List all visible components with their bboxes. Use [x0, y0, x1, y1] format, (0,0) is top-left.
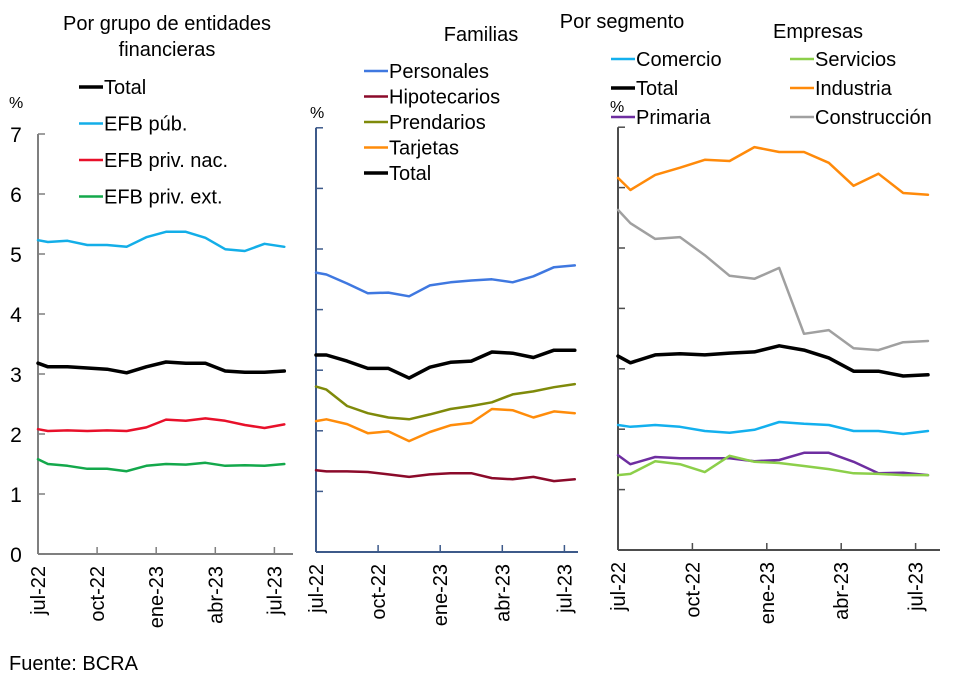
legend-item-construccion-3: Construcción: [790, 107, 932, 129]
legend-label: Total: [104, 77, 146, 99]
x-tick-label: jul-22: [306, 564, 328, 614]
y-tick-label: 6: [10, 184, 22, 207]
x-tick-label: abr-23: [492, 564, 514, 622]
legend-item-efb-pub-1: EFB púb.: [79, 114, 187, 136]
legend-label: Primaria: [636, 107, 711, 129]
legend-label: EFB púb.: [104, 114, 187, 136]
source-note: Fuente: BCRA: [9, 653, 139, 675]
y-tick-label: 0: [10, 544, 22, 567]
panel-entidades: 0 1 2 3 4 5 6 7 jul-22 oct-22 ene-23 abr-23 jul-23: [10, 124, 293, 628]
panel1-ylabel: %: [9, 95, 23, 112]
series-line-total: [36, 360, 287, 375]
x-tick-label: jul-23: [554, 564, 576, 614]
panel2-title: Familias: [444, 24, 518, 46]
series-line-industria: [616, 145, 930, 197]
panel2-ylabel: %: [310, 105, 324, 122]
x-tick-label: oct-22: [87, 566, 109, 622]
segment-title: Por segmento: [560, 11, 685, 33]
x-tick-label: ene-23: [757, 562, 779, 624]
legend-item-efb-priv-nac-1: EFB priv. nac.: [79, 150, 228, 172]
series-line-servicios: [616, 454, 930, 477]
legend-label: Servicios: [815, 49, 896, 71]
x-tick-label: jul-23: [906, 562, 928, 612]
x-tick-label: jul-22: [608, 562, 630, 612]
y-tick-label: 4: [10, 304, 22, 327]
panel3-ylabel: %: [610, 99, 624, 116]
x-tick-label: oct-22: [682, 562, 704, 618]
legends: Total EFB púb. EFB priv. nac. EFB priv. ext…: [79, 49, 932, 209]
panel-empresas: jul-22 oct-22 ene-23 abr-23 jul-23: [608, 126, 940, 624]
series-line-efb-pub: [36, 230, 286, 253]
legend-item-prendarios-2: Prendarios: [364, 112, 486, 134]
x-tick-label: abr-23: [205, 566, 227, 624]
legend-item-total-2: Total: [364, 163, 431, 185]
panel-familias: jul-22 oct-22 ene-23 abr-23 jul-23: [306, 127, 578, 626]
series-line-efb-priv-ext: [36, 457, 286, 473]
legend-label: Tarjetas: [389, 138, 459, 160]
legend-item-tarjetas-2: Tarjetas: [364, 138, 459, 160]
y-tick-label: 5: [10, 244, 22, 267]
x-tick-label: ene-23: [430, 564, 452, 626]
series-line-tarjetas: [314, 407, 577, 443]
legend-label: Construcción: [815, 107, 932, 129]
series-line-prendarios: [314, 382, 577, 421]
legend-label: EFB priv. ext.: [104, 187, 223, 209]
series-line-efb-priv-nac: [36, 417, 286, 433]
x-tick-label: oct-22: [368, 564, 390, 620]
panel1-title-line1: Por grupo de entidades: [63, 13, 271, 35]
legend-item-total-1: Total: [79, 77, 146, 99]
panel1-title-line2: financieras: [119, 39, 216, 61]
panel3-title: Empresas: [773, 21, 863, 43]
legend-item-efb-priv-ext-1: EFB priv. ext.: [79, 187, 223, 209]
legend-label: Industria: [815, 78, 893, 100]
legend-label: Total: [636, 78, 678, 100]
legend-item-servicios-3: Servicios: [790, 49, 896, 71]
legend-item-comercio-3: Comercio: [611, 49, 722, 71]
legend-item-industria-3: Industria: [790, 78, 893, 100]
y-tick-label: 7: [10, 124, 22, 147]
legend-item-total-3: Total: [611, 78, 678, 100]
legend-label: EFB priv. nac.: [104, 150, 228, 172]
y-tick-label: 2: [10, 424, 22, 447]
series-line-total: [314, 348, 577, 380]
series-line-construccion: [616, 208, 930, 352]
series-line-total: [616, 344, 930, 378]
x-tick-label: jul-22: [28, 566, 50, 616]
x-tick-label: ene-23: [146, 566, 168, 628]
legend-label: Comercio: [636, 49, 722, 71]
legend-item-personales-2: Personales: [364, 61, 489, 83]
x-tick-label: abr-23: [831, 562, 853, 620]
series-line-comercio: [616, 420, 930, 436]
legend-label: Total: [389, 163, 431, 185]
y-tick-label: 1: [10, 484, 22, 507]
legend-item-primaria-3: Primaria: [611, 107, 711, 129]
y-tick-label: 3: [10, 364, 22, 387]
series-line-primaria: [616, 451, 930, 477]
legend-label: Personales: [389, 61, 489, 83]
series-line-personales: [314, 264, 577, 298]
series-line-hipotecarios: [314, 468, 577, 483]
legend-label: Hipotecarios: [389, 87, 500, 109]
legend-item-hipotecarios-2: Hipotecarios: [364, 87, 500, 109]
x-tick-label: jul-23: [264, 566, 286, 616]
legend-label: Prendarios: [389, 112, 486, 134]
